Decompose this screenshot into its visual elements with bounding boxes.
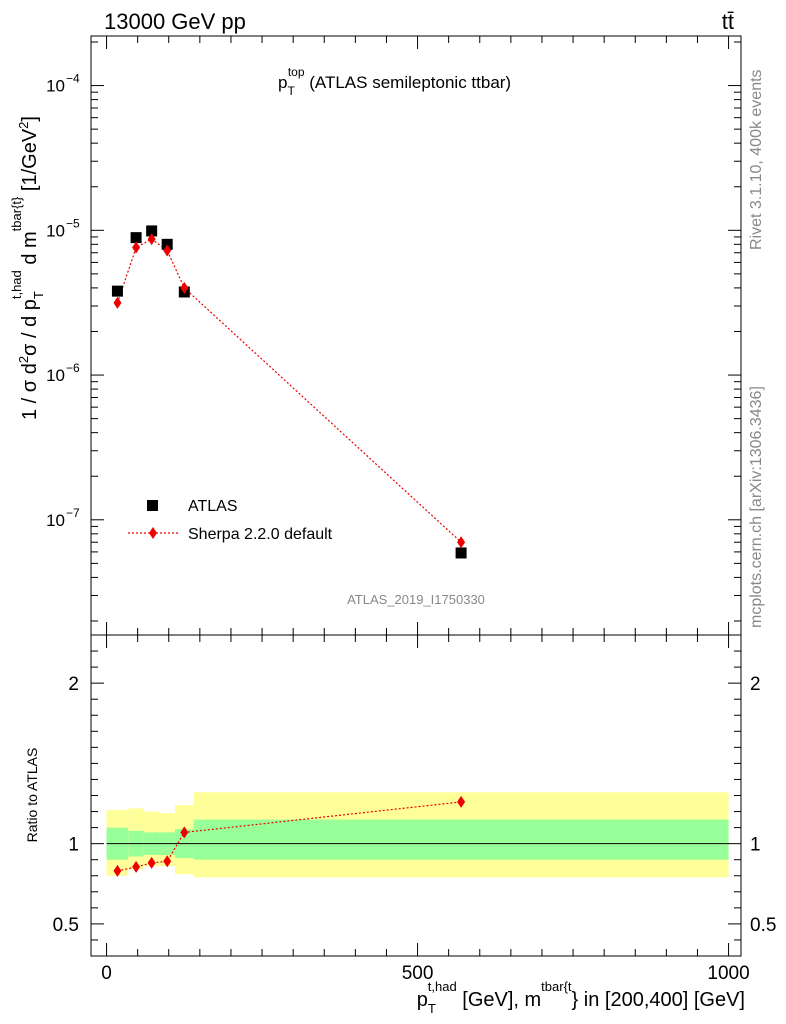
ratio-y-tick-label-right: 0.5 — [750, 915, 776, 936]
ratio-y-axis-label: Ratio to ATLAS — [24, 748, 40, 843]
legend-label-sherpa: Sherpa 2.2.0 default — [188, 526, 333, 543]
ratio-y-tick-label-right: 1 — [750, 835, 761, 856]
main-y-tick-exponent: −7 — [66, 506, 80, 520]
title-sub: T — [287, 84, 295, 98]
ratio-axis-ticks: 0.5 0.5 1 1 2 2 0 500 1000 — [53, 635, 776, 984]
legend-label-atlas: ATLAS — [188, 498, 238, 515]
ratio-mc-point — [163, 855, 172, 868]
ratio-mc-point — [113, 864, 122, 877]
legend-marker-atlas — [147, 500, 158, 511]
analysis-id: ATLAS_2019_I1750330 — [347, 592, 485, 607]
collision-label: 13000 GeV pp — [104, 9, 246, 34]
mc-point — [132, 241, 141, 254]
ratio-y-tick-label-right: 2 — [750, 674, 761, 695]
mc-point — [163, 244, 172, 257]
ratio-y-tick-label: 0.5 — [53, 915, 79, 936]
band-inner — [193, 819, 729, 860]
atlas-point — [146, 225, 158, 237]
main-y-tick-exponent: −6 — [66, 361, 80, 375]
main-y-tick-label: 10 — [46, 221, 65, 240]
main-panel: 10−710−610−510−4 pTtop (ATLAS semilepton… — [9, 35, 742, 636]
mc-point — [147, 233, 156, 246]
ratio-y-tick-label: 2 — [68, 674, 79, 695]
x-tick-label: 1000 — [707, 963, 749, 984]
atlas-point — [161, 238, 173, 250]
title-main: p — [278, 73, 287, 92]
atlas-point — [130, 232, 142, 244]
ratio-mc-point — [457, 795, 466, 808]
mc-point — [113, 296, 122, 309]
main-y-tick-label: 10 — [46, 511, 65, 530]
ratio-mc-point — [132, 860, 141, 873]
ratio-mc-point — [147, 856, 156, 869]
main-frame — [90, 35, 742, 636]
plot-title: pTtop (ATLAS semileptonic ttbar) — [278, 65, 511, 98]
main-y-tick-exponent: −5 — [66, 216, 80, 230]
ratio-uncertainty-bands — [106, 792, 729, 878]
main-plot-data — [111, 225, 467, 559]
ratio-y-tick-label: 1 — [68, 835, 79, 856]
x-tick-label: 0 — [101, 963, 112, 984]
mc-point — [457, 536, 466, 549]
title-rest: (ATLAS semileptonic ttbar) — [305, 73, 512, 92]
atlas-point — [455, 547, 467, 559]
mcplots-label: mcplots.cern.ch [arXiv:1306.3436] — [748, 386, 765, 628]
process-label: tt̄ — [722, 9, 734, 34]
x-axis-label: pTt,had [GeV], mtbar{t} in [200,400] [Ge… — [417, 979, 745, 1016]
svg-text:1 / σ d2σ / d pTt,had d mtbar{: 1 / σ d2σ / d pTt,had d mtbar{t} [1/GeV2… — [9, 116, 46, 420]
ratio-plot-data — [113, 795, 466, 877]
legend-marker-sherpa — [149, 527, 157, 539]
main-y-tick-label: 10 — [46, 77, 65, 96]
rivet-label: Rivet 3.1.10, 400k events — [748, 69, 765, 250]
svg-text:pTt,had [GeV], mtbar{t} in [20: pTt,had [GeV], mtbar{t} in [200,400] [Ge… — [417, 979, 745, 1016]
title-sup: top — [288, 65, 305, 79]
mc-line — [116, 238, 462, 543]
x-tick-label: 500 — [402, 963, 434, 984]
atlas-point — [111, 285, 123, 297]
main-y-tick-exponent: −4 — [66, 72, 80, 86]
ratio-panel: 0.5 0.5 1 1 2 2 0 500 1000 Ratio to ATLAS — [24, 634, 776, 984]
legend: ATLAS Sherpa 2.2.0 default — [128, 498, 333, 543]
main-axis-ticks: 10−710−610−510−4 — [46, 36, 741, 635]
ratio-mc-point — [180, 826, 189, 839]
main-y-tick-label: 10 — [46, 366, 65, 385]
main-y-axis-label: 1 / σ d2σ / d pTt,had d mtbar{t} [1/GeV2… — [9, 116, 46, 420]
mc-point — [180, 281, 189, 294]
